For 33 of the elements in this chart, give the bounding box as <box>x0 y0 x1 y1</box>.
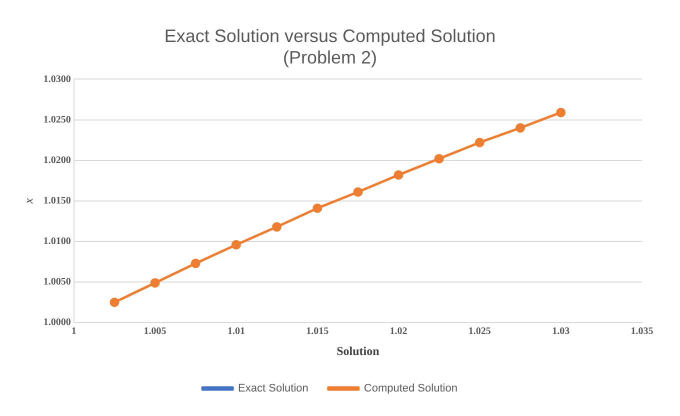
y-tick-label: 1.0200 <box>43 154 71 166</box>
y-tick-label: 1.0250 <box>43 114 71 126</box>
y-tick-label: 1.0050 <box>43 276 71 288</box>
x-tick-label: 1.025 <box>468 326 491 338</box>
y-tick-label: 1.0100 <box>43 236 71 248</box>
point <box>110 298 120 308</box>
point <box>434 154 444 164</box>
point <box>190 258 200 268</box>
point <box>556 108 566 118</box>
y-tick-label: 1.0300 <box>43 74 71 85</box>
x-tick-label: 1.015 <box>306 326 329 338</box>
legend-label: Computed Solution <box>364 382 458 395</box>
point <box>394 170 404 180</box>
y-tick-label: 1.0150 <box>43 195 71 206</box>
point <box>474 138 484 148</box>
point <box>231 240 241 250</box>
x-tick-label: 1.01 <box>227 326 245 338</box>
text: (Problem 2) <box>282 47 378 68</box>
x-tick-label: 1 <box>71 326 76 338</box>
x-tick-label: 1.035 <box>630 326 654 338</box>
x-tick-label: 1.03 <box>552 326 570 338</box>
point <box>150 278 160 288</box>
x-tick-label: 1.005 <box>144 326 166 338</box>
point <box>353 187 363 197</box>
x-axis-title: Solution <box>336 344 380 358</box>
y-tick-label: 1.0000 <box>43 317 71 328</box>
y-axis-title: x <box>21 198 36 205</box>
legend-label: Exact Solution <box>238 382 308 395</box>
point <box>272 222 282 232</box>
point <box>516 123 526 133</box>
point <box>312 203 322 213</box>
x-tick-label: 1.02 <box>390 326 408 338</box>
text: Exact Solution versus Computed Solution <box>164 26 496 46</box>
